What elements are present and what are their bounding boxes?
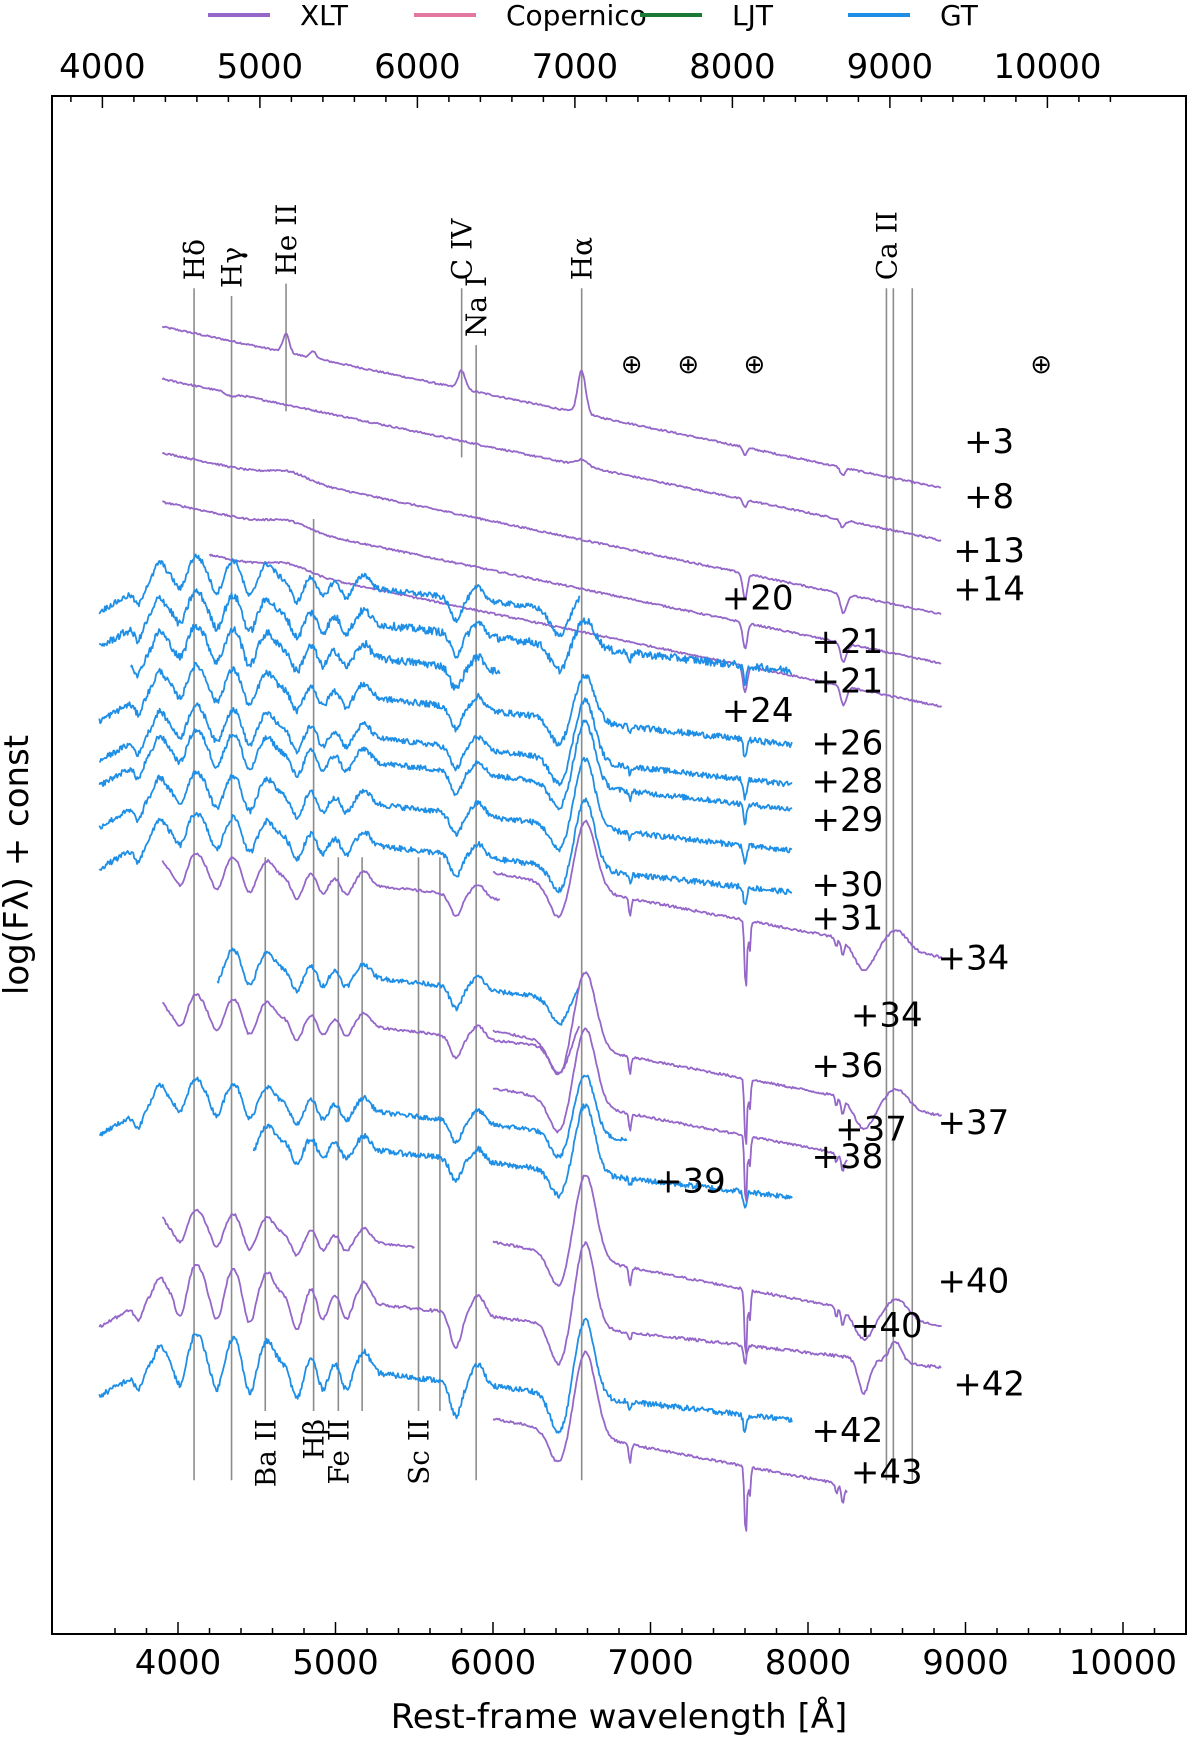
- spectrum-gt-8: [98, 661, 793, 758]
- phase-label: +28: [811, 762, 883, 802]
- phase-label: +37: [835, 1109, 907, 1149]
- y-axis-label: log(Fλ) + const: [0, 735, 37, 995]
- phase-label: +29: [811, 800, 883, 840]
- line-id-label: Hα: [566, 237, 599, 280]
- phase-label: +37: [937, 1103, 1009, 1143]
- phase-label: +8: [964, 477, 1014, 517]
- top-axis: 4000 5000 6000 7000 8000 9000 10000: [59, 47, 1112, 108]
- line-id-label: Na I: [460, 276, 493, 337]
- legend-entry-xlt: XLT: [208, 0, 349, 32]
- phase-label: +24: [722, 691, 794, 731]
- phase-label: +39: [654, 1162, 726, 1202]
- legend-entry-ljt: LJT: [640, 0, 774, 32]
- spectrum-gt-5: [98, 553, 581, 638]
- bottom-tick-label: 8000: [765, 1643, 852, 1683]
- top-tick-label: 8000: [689, 47, 776, 87]
- spectrum-xlt-13: [161, 852, 501, 917]
- phase-label: +14: [953, 569, 1025, 609]
- top-tick-label: 4000: [59, 47, 146, 87]
- phase-label: +42: [953, 1365, 1025, 1405]
- spectrum-xlt-1: [161, 377, 942, 542]
- spectrum-gt-18: [99, 1074, 628, 1159]
- phase-label: +21: [811, 622, 883, 662]
- line-id-label: Sc II: [403, 1419, 436, 1485]
- phase-label: +36: [811, 1046, 883, 1086]
- bottom-tick-label: 6000: [450, 1643, 537, 1683]
- top-tick-label: 10000: [993, 47, 1101, 87]
- legend-label: Copernico: [506, 0, 647, 32]
- legend: XLT Copernico LJT GT: [208, 0, 979, 32]
- spectrum-xlt-20: [492, 1027, 848, 1202]
- spectrum-xlt-23: [98, 1241, 942, 1395]
- legend-entry-gt: GT: [848, 0, 979, 32]
- spectrum-xlt-3: [162, 500, 942, 665]
- spectrum-gt-15: [216, 947, 580, 1026]
- spectrum-xlt-17: [492, 971, 943, 1145]
- spectrum-xlt-21: [161, 1208, 415, 1257]
- top-tick-label: 6000: [374, 47, 461, 87]
- phase-label: +21: [811, 662, 883, 702]
- spectrum-gt-19: [252, 1103, 793, 1209]
- legend-label: LJT: [732, 0, 774, 32]
- legend-entry-copernico: Copernico: [414, 0, 647, 32]
- telluric-marker: ⊕: [1030, 350, 1052, 380]
- phase-label: +31: [811, 899, 883, 939]
- line-id-label: Ca II: [870, 211, 903, 280]
- line-id-label: C IV: [446, 218, 479, 280]
- spectrum-gt-9: [99, 697, 793, 801]
- spectrum-xlt-25: [492, 1350, 848, 1532]
- line-id-label: Hγ: [216, 247, 249, 288]
- spectrum-gt-7: [130, 623, 501, 691]
- spectrum-gt-10: [98, 719, 793, 826]
- phase-label: +38: [811, 1137, 883, 1177]
- phase-label: +42: [811, 1411, 883, 1451]
- spectra-series: [98, 325, 943, 1532]
- line-id-label: Hβ: [298, 1419, 331, 1460]
- phase-labels: +3 +8 +13+14 +20 +21+21 +24 +26+28+29 +30+31 +34…: [654, 422, 1025, 1492]
- spectrum-xlt-0: [161, 325, 942, 489]
- x-axis-label: Rest-frame wavelength [Å]: [391, 1696, 848, 1737]
- line-id-label: He II: [270, 204, 303, 276]
- phase-label: +26: [811, 723, 883, 763]
- spectrum-gt-12: [98, 797, 793, 906]
- telluric-marker: ⊕: [677, 350, 699, 380]
- phase-label: +40: [937, 1262, 1009, 1302]
- phase-label: +3: [964, 422, 1014, 462]
- spectrum-xlt-16: [162, 993, 581, 1074]
- spectrum-gt-6: [98, 588, 793, 686]
- bottom-tick-label: 9000: [922, 1643, 1009, 1683]
- spectrum-xlt-14: [492, 819, 943, 987]
- bottom-axis: 4000 5000 6000 7000 8000 9000 10000: [114, 1622, 1187, 1683]
- phase-label: +43: [851, 1452, 923, 1492]
- phase-label: +20: [722, 579, 794, 619]
- spectrum-xlt-22: [492, 1174, 942, 1355]
- top-tick-label: 5000: [217, 47, 304, 87]
- legend-label: GT: [940, 0, 979, 32]
- bottom-tick-label: 5000: [292, 1643, 379, 1683]
- telluric-markers: ⊕ ⊕ ⊕ ⊕: [621, 350, 1052, 380]
- phase-label: +34: [851, 995, 923, 1035]
- spectrum-gt-11: [98, 756, 793, 865]
- top-tick-label: 7000: [532, 47, 619, 87]
- phase-label: +13: [953, 531, 1025, 571]
- phase-label: +40: [851, 1306, 923, 1346]
- phase-label: +34: [937, 939, 1009, 979]
- top-tick-label: 9000: [847, 47, 934, 87]
- phase-label: +30: [811, 865, 883, 905]
- line-id-label: Hδ: [178, 239, 211, 280]
- telluric-marker: ⊕: [744, 350, 766, 380]
- bottom-tick-label: 10000: [1069, 1643, 1177, 1683]
- bottom-tick-label: 4000: [135, 1643, 222, 1683]
- bottom-tick-label: 7000: [607, 1643, 694, 1683]
- legend-label: XLT: [300, 0, 349, 32]
- line-id-label: Fe II: [322, 1419, 355, 1485]
- line-id-label: Ba II: [249, 1419, 282, 1487]
- telluric-marker: ⊕: [621, 350, 643, 380]
- spectrum-xlt-2: [161, 452, 942, 616]
- spectrum-gt-24: [98, 1317, 793, 1434]
